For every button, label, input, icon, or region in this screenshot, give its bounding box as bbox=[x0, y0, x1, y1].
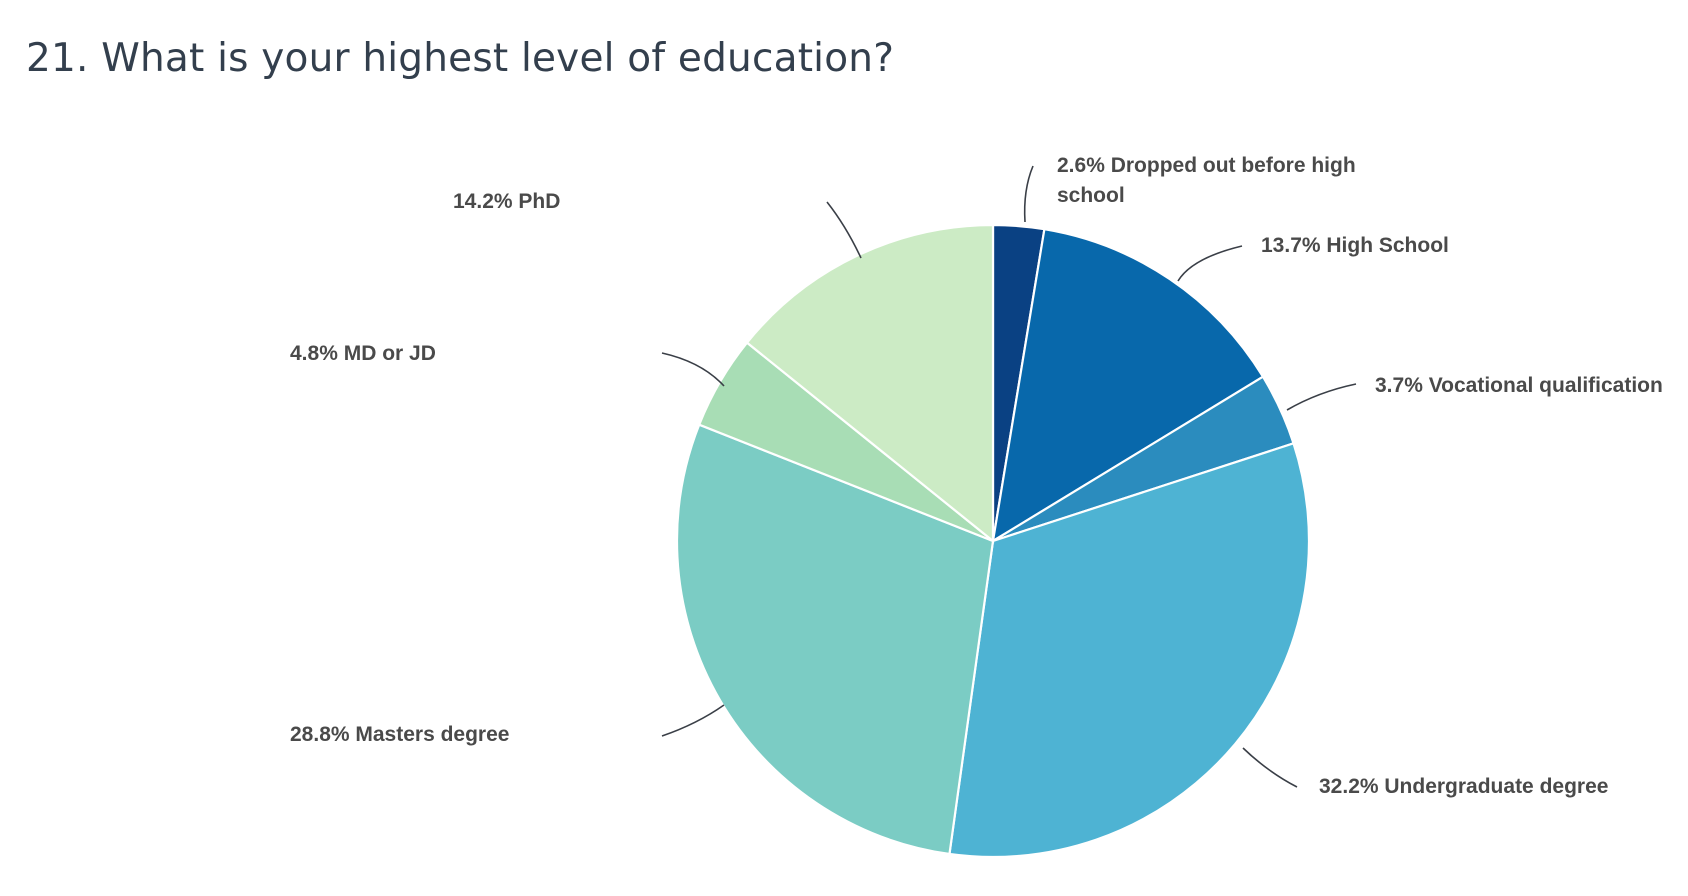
slice-label-line: 13.7% High School bbox=[1261, 234, 1449, 257]
leader-line-masters-degree bbox=[661, 704, 725, 737]
leader-line-dropped-out-before-high-school bbox=[1023, 165, 1034, 223]
slice-label-undergraduate-degree: 32.2% Undergraduate degree bbox=[1319, 775, 1608, 798]
slice-label-high-school: 13.7% High School bbox=[1261, 234, 1449, 257]
slice-label-line: 28.8% Masters degree bbox=[290, 723, 509, 746]
pie-slices bbox=[675, 223, 1311, 859]
slice-label-line: 32.2% Undergraduate degree bbox=[1319, 775, 1608, 798]
leader-line-md-or-jd bbox=[661, 352, 725, 387]
slice-label-masters-degree: 28.8% Masters degree bbox=[290, 723, 509, 746]
leader-line-phd bbox=[826, 201, 862, 259]
leader-line-high-school bbox=[1177, 245, 1243, 282]
leader-line-undergraduate-degree bbox=[1242, 747, 1298, 788]
slice-label-dropped-out-before-high-school: 2.6% Dropped out before high school bbox=[1057, 154, 1356, 207]
leader-line-vocational-qualification bbox=[1286, 383, 1357, 411]
pie-slice-phd bbox=[745, 223, 995, 544]
slice-label-line: 4.8% MD or JD bbox=[290, 342, 436, 365]
slice-label-line: 14.2% PhD bbox=[453, 190, 560, 213]
slice-label-vocational-qualification: 3.7% Vocational qualification bbox=[1375, 374, 1663, 397]
slice-label-phd: 14.2% PhD bbox=[453, 190, 560, 213]
pie-slice-high-school bbox=[991, 227, 1265, 544]
slice-label-line: 3.7% Vocational qualification bbox=[1375, 374, 1663, 397]
pie-slice-masters-degree bbox=[675, 423, 995, 856]
slice-label-md-or-jd: 4.8% MD or JD bbox=[290, 342, 436, 365]
slice-label-line: school bbox=[1057, 184, 1125, 207]
slice-label-line: 2.6% Dropped out before high bbox=[1057, 154, 1356, 177]
chart-title: 21. What is your highest level of educat… bbox=[26, 36, 895, 81]
slice-labels: 2.6% Dropped out before high school 13.7% … bbox=[290, 154, 1663, 798]
leader-lines bbox=[661, 165, 1357, 788]
pie-slice-undergraduate-degree bbox=[948, 441, 1311, 859]
